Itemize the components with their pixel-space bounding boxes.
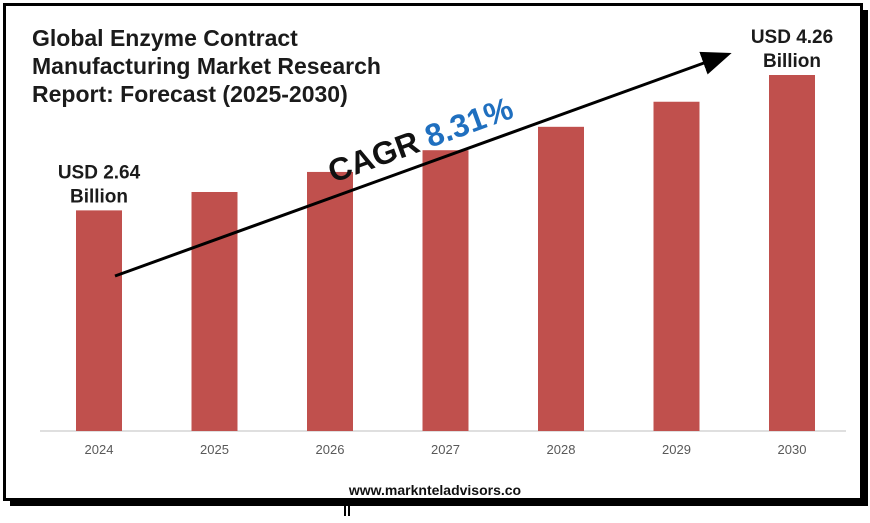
x-tick-label-2025: 2025 [200,442,229,457]
frame-shadow-bottom [10,501,868,506]
bar-2026 [307,171,353,431]
x-tick-label-2029: 2029 [662,442,691,457]
x-tick-label-2028: 2028 [547,442,576,457]
bar-2025 [191,191,238,431]
bar-2027 [422,150,469,431]
footer-tick-mark [344,504,350,516]
annotation-2024-line-2: Billion [70,186,128,207]
cagr-value-text: 8.31% [420,90,518,155]
annotation-2030-line-2: Billion [763,51,821,72]
growth-arrow [114,51,732,278]
frame-shadow-right [863,10,868,505]
title-line-3: Report: Forecast (2025-2030) [32,81,348,107]
bar-2029 [653,101,700,431]
chart-title: Global Enzyme Contract Manufacturing Mar… [32,24,432,108]
title-line-1: Global Enzyme Contract [32,25,298,51]
bar-2024 [76,210,122,431]
title-line-2: Manufacturing Market Research [32,53,381,79]
annotation-2024-line-1: USD 2.64 [58,162,141,183]
x-tick-label-2030: 2030 [778,442,807,457]
bar-2030 [769,75,815,431]
footer-website: www.marknteladvisors.co [348,482,522,498]
bar-2028 [538,126,584,432]
x-tick-label-2026: 2026 [316,442,345,457]
annotation-2030-line-1: USD 4.26 [751,27,833,48]
x-tick-label-2027: 2027 [431,442,460,457]
cagr-label-text: CAGR [323,121,432,190]
x-tick-label-2024: 2024 [85,442,114,457]
